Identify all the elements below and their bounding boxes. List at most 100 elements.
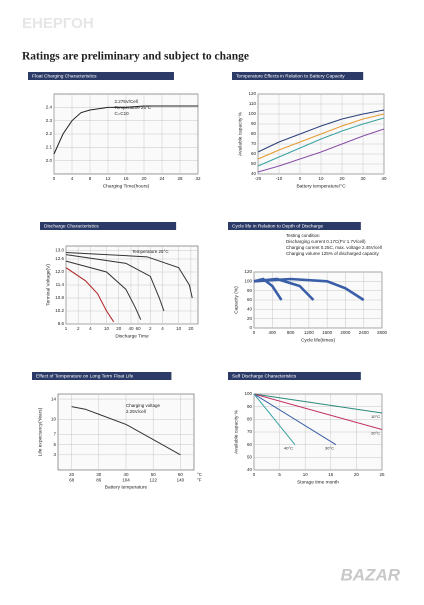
y-tick-label: 2.3 xyxy=(46,118,53,123)
y-tick-label: 12.0 xyxy=(55,269,64,274)
x-tick-label: 1200 xyxy=(304,330,315,335)
panel-title: Float Charging Characteristics xyxy=(32,74,97,80)
y-tick-label: 2.0 xyxy=(46,158,53,163)
y-tick-label: 2.4 xyxy=(46,105,53,110)
y-axis-label: Terminal Voltage(V) xyxy=(45,264,51,306)
series-line xyxy=(65,252,193,299)
y-tick-label: 40 xyxy=(247,307,253,312)
y-tick-label: 70 xyxy=(247,429,253,434)
y-tick-label: 50 xyxy=(251,161,257,166)
note: Testing condition xyxy=(286,233,320,238)
series-line xyxy=(65,267,115,323)
x-tick-label: 4 xyxy=(89,326,92,331)
x-tick-label: 2 xyxy=(77,326,80,331)
y-tick-label: 3 xyxy=(53,452,56,457)
panel-title: Cycle life in Relation to Depth of Disch… xyxy=(232,224,324,230)
title-bar xyxy=(32,372,172,380)
x-tick-label-f: 104 xyxy=(122,478,130,483)
x-tick-label-f: 86 xyxy=(96,478,102,483)
title-bar xyxy=(228,222,361,230)
x-tick-label: 40 xyxy=(381,176,387,181)
note: Temperature 25°C xyxy=(132,249,169,254)
x-tick-label: 2000 xyxy=(340,330,351,335)
series-line xyxy=(71,406,181,456)
y-tick-label: 7 xyxy=(53,432,56,437)
y-tick-label: 13.0 xyxy=(55,248,64,253)
x-axis-label: Charging Time(hours) xyxy=(103,183,150,189)
y-tick-label: 90 xyxy=(251,121,257,126)
x-tick-label: 10 xyxy=(303,472,309,477)
note: Charging voltage xyxy=(126,403,161,408)
y-tick-label: 2.2 xyxy=(46,131,53,136)
panel-title: Self Discharge Characteristics xyxy=(232,374,297,380)
y-tick-label: 100 xyxy=(244,279,252,284)
y-tick-label: 2.1 xyxy=(46,145,53,150)
y-axis-label: Life expectancy(Years) xyxy=(37,407,43,456)
x-tick-label-f: 140 xyxy=(177,478,185,483)
x-axis-label: Battery temperature xyxy=(105,484,148,490)
y-tick-label: 100 xyxy=(244,391,252,396)
x-tick-label: 15 xyxy=(328,472,334,477)
x-tick-label: 20 xyxy=(116,326,122,331)
y-tick-label: 110 xyxy=(249,101,257,106)
x-tick-label: 32 xyxy=(195,176,201,181)
x-tick-label: 10 xyxy=(176,326,182,331)
y-tick-label: 70 xyxy=(251,141,257,146)
x-tick-label: 2 xyxy=(149,326,152,331)
x-tick-label: 20 xyxy=(188,326,194,331)
x-tick-label: 400 xyxy=(269,330,277,335)
series-line xyxy=(257,128,385,173)
note: Charging volume 125% of discharged capac… xyxy=(286,251,380,256)
x-tick-label: 60 xyxy=(136,326,142,331)
y-tick-label: 14 xyxy=(51,396,57,401)
watermark: ЕНЕРГОН xyxy=(22,15,94,32)
y-tick-label: 100 xyxy=(248,111,256,116)
y-tick-label: 11.4 xyxy=(56,282,65,287)
panel-title: Effect of Temperature on Long Term Float… xyxy=(36,374,134,380)
series-line xyxy=(257,117,385,167)
note: Discharging current 0.17C(FV 1.7V/cell) xyxy=(286,239,366,244)
footer-watermark: BAZAR xyxy=(341,565,401,584)
x-tick-label: 20 xyxy=(69,472,75,477)
y-tick-label: 60 xyxy=(247,297,253,302)
y-tick-label: 80 xyxy=(247,288,253,293)
note: Charging current 0.25C, max. voltage 2.4… xyxy=(286,245,382,250)
series-line xyxy=(53,105,198,155)
y-tick-label: 0 xyxy=(249,325,252,330)
series-line xyxy=(257,109,385,153)
y-tick-label: 50 xyxy=(247,455,253,460)
x-tick-label: 4 xyxy=(71,176,74,181)
note: 2.275V/Cell xyxy=(114,99,137,104)
series-line xyxy=(65,260,142,320)
x-tick-label: 10 xyxy=(104,326,110,331)
series-label: 20°C xyxy=(371,431,380,436)
x-tick-label: 16 xyxy=(123,176,129,181)
x-tick-label: 12 xyxy=(105,176,111,181)
y-tick-label: 120 xyxy=(244,269,252,274)
x-tick-label: 60 xyxy=(178,472,184,477)
x-tick-label: 0 xyxy=(53,176,56,181)
y-tick-label: 40 xyxy=(251,171,257,176)
x-tick-label: 20 xyxy=(339,176,345,181)
y-tick-label: 9.6 xyxy=(58,321,65,326)
series-line xyxy=(253,393,337,446)
x-tick-label: 20 xyxy=(354,472,360,477)
series-line xyxy=(253,277,365,302)
x-tick-label: 0 xyxy=(299,176,302,181)
x-tick-label: 8 xyxy=(89,176,92,181)
series-label: 40°C xyxy=(284,446,293,451)
y-axis-label: Available capacity % xyxy=(237,111,243,156)
x-tick-label: 30 xyxy=(360,176,366,181)
y-tick-label: 40 xyxy=(247,467,253,472)
x-tick-label: 40 xyxy=(123,472,129,477)
x-tick-label: 20 xyxy=(141,176,147,181)
y-tick-label: 20 xyxy=(247,316,253,321)
x-tick-label-f: 122 xyxy=(149,478,157,483)
x-tick-label: 800 xyxy=(287,330,295,335)
x-tick-label: 0 xyxy=(253,330,256,335)
panel-title: Discharge Characteristics xyxy=(44,224,99,230)
x-tick-label: 2400 xyxy=(359,330,370,335)
title-bar xyxy=(232,72,364,80)
x-tick-label: -20 xyxy=(255,176,262,181)
